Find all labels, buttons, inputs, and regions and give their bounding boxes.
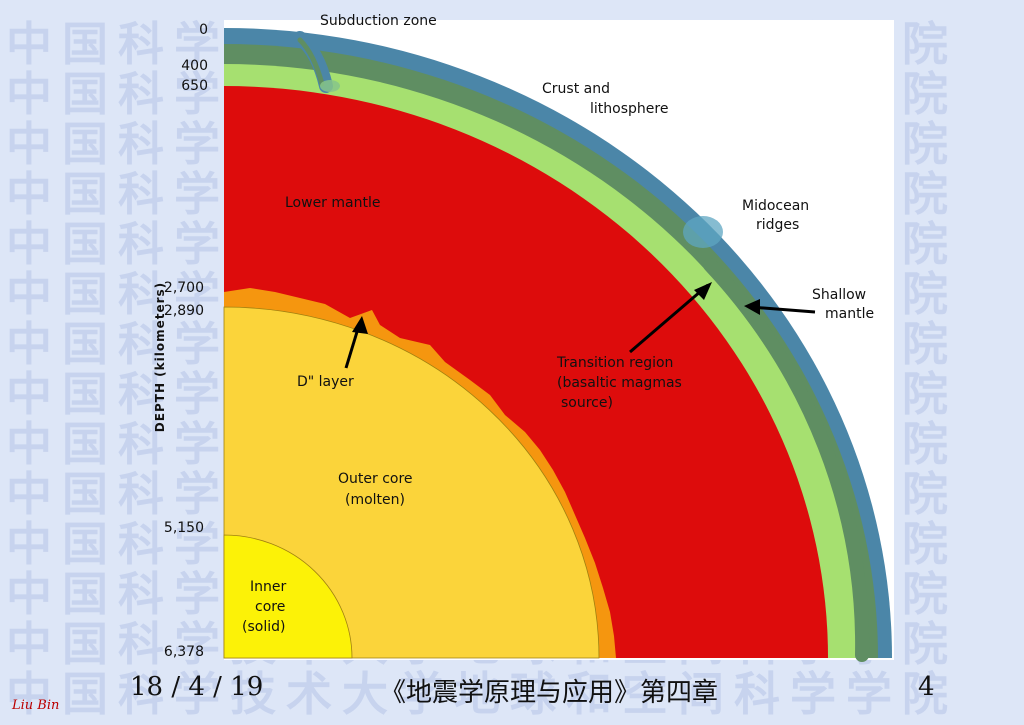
outer-core-label-line2: (molten) — [345, 492, 405, 508]
depth-label: 650 — [181, 78, 208, 94]
inner-core-label-line2: core — [255, 599, 286, 615]
depth-label: 2,700 — [163, 280, 204, 296]
depth-label: 2,890 — [163, 303, 204, 319]
watermark-row: 中国科学技术大学地球和空间科学学院 — [6, 667, 958, 721]
midocean-ridge-plume — [683, 216, 723, 248]
subduction-slab-core — [297, 37, 325, 87]
transition-region-arrowhead — [694, 282, 712, 300]
depth-label: 6,378 — [163, 644, 204, 660]
outer-core — [223, 306, 600, 659]
transition-region-label-line2: (basaltic magmas — [557, 375, 682, 391]
footer-date: 18 / 4 / 19 — [130, 672, 264, 702]
pointer-arrows — [344, 282, 816, 369]
crust-label-line1: Crust and — [542, 81, 610, 97]
depth-label: 0 — [199, 22, 208, 38]
footer-course-title: 《地震学原理与应用》第四章 — [380, 678, 719, 708]
lower-mantle-label: Lower mantle — [285, 195, 381, 211]
shallow-mantle-label-line2: mantle — [825, 306, 875, 322]
subduction-zone-label: Subduction zone — [320, 13, 437, 29]
author-signature: Liu Bin — [12, 698, 60, 713]
transition-region-label-line3: source) — [561, 395, 613, 411]
transition-region-label-line1: Transition region — [557, 355, 674, 371]
d-layer-arrowhead — [352, 316, 368, 334]
outer-core-label-line1: Outer core — [338, 471, 413, 487]
inner-core-label-line3: (solid) — [242, 619, 286, 635]
midocean-label-line2: ridges — [756, 217, 800, 233]
transition-region-arrow — [629, 283, 709, 354]
shallow-mantle-label-line1: Shallow — [812, 287, 867, 303]
shallow-mantle-arrow — [749, 305, 816, 314]
subduction-plume — [320, 80, 340, 92]
footer-page-number: 4 — [918, 672, 935, 702]
depth-label: 400 — [181, 58, 208, 74]
d-layer-label: D" layer — [297, 374, 354, 390]
crust-label-line2: lithosphere — [590, 101, 669, 117]
shallow-mantle-band — [703, 258, 870, 662]
depth-label: 5,150 — [163, 520, 204, 536]
shallow-mantle-arrowhead — [744, 299, 760, 315]
inner-core — [223, 534, 353, 659]
midocean-label-line1: Midocean — [742, 198, 810, 214]
inner-core-label-line1: Inner — [250, 579, 287, 595]
